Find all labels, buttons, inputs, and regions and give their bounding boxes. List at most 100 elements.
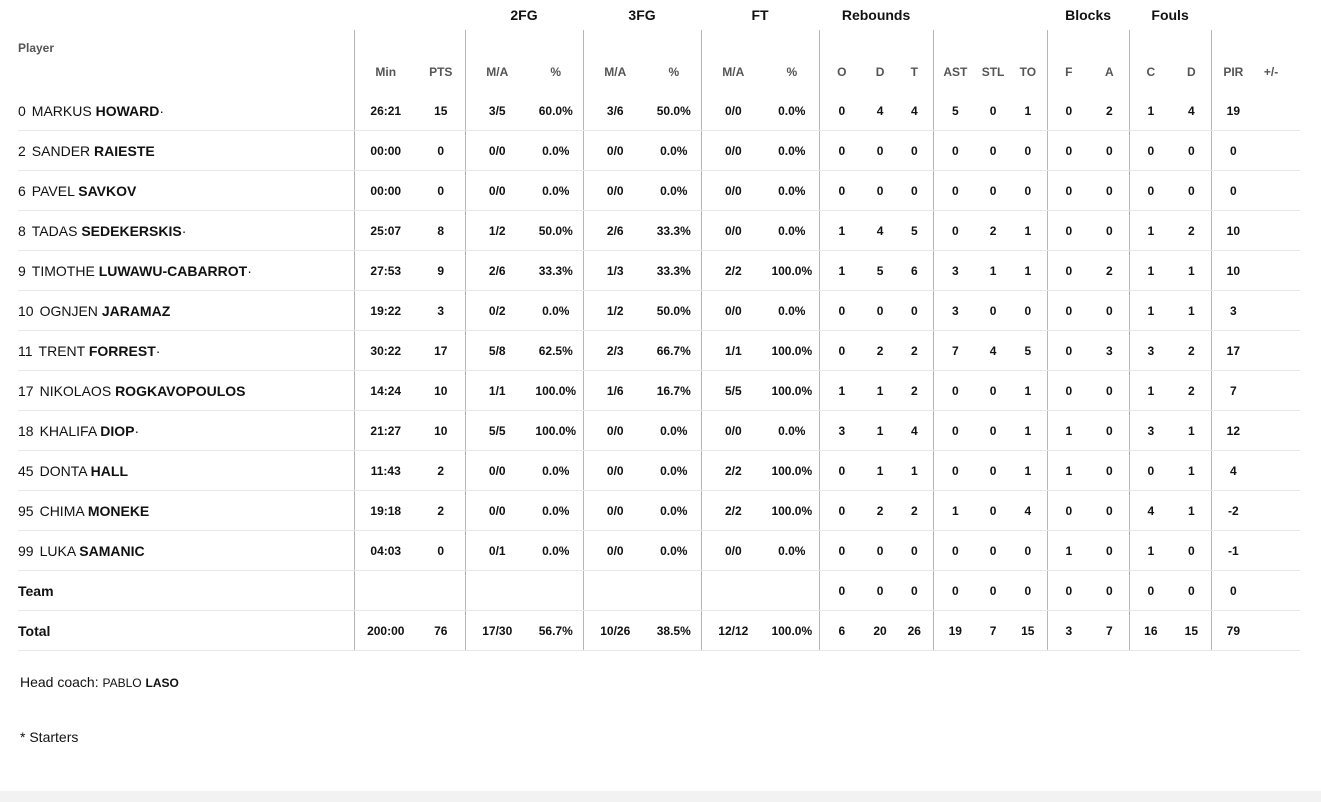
row-spacer [1287, 570, 1301, 611]
player-last-name: FORREST [88, 342, 156, 359]
column-header-plus-minus[interactable]: +/- [1263, 65, 1279, 79]
player-row[interactable]: 8 TADAS SEDEKERSKIS· 25:07 8 1/2 50.0% 2/6 33.3… [18, 210, 1301, 251]
column-header-3fg-pct[interactable]: % [668, 65, 680, 79]
starters-note: * Starters [20, 729, 79, 745]
column-header-stl[interactable]: STL [981, 65, 1005, 79]
player-name-cell[interactable]: 2 SANDER RAIESTE [18, 130, 354, 171]
player-row[interactable]: 2 SANDER RAIESTE 00:00 0 0/0 0.0% 0/0 0.0% 0/0 0.… [18, 130, 1301, 171]
player-name-cell[interactable]: 45 DONTA HALL [18, 450, 354, 491]
player-name-cell[interactable]: 17 NIKOLAOS ROGKAVOPOULOS [18, 370, 354, 411]
blocks-against-cell: 3 [1090, 330, 1130, 371]
column-header-reb-o[interactable]: O [818, 30, 865, 91]
player-row[interactable]: 11 TRENT FORREST· 30:22 17 5/8 62.5% 2/3 66.7% 1… [18, 330, 1301, 371]
off-rebounds-cell: 0 [818, 290, 865, 331]
steals-cell: 0 [977, 130, 1010, 171]
player-name-cell[interactable]: 11 TRENT FORREST· [18, 330, 354, 371]
2fg-made-attempted-cell [464, 570, 529, 611]
player-row[interactable]: 45 DONTA HALL 11:43 2 0/0 0.0% 0/0 0.0% 2/2 100.0… [18, 450, 1301, 491]
column-header-ft-pct[interactable]: % [786, 65, 798, 79]
pts-cell: 17 [417, 330, 465, 371]
assists-cell: 1 [932, 490, 978, 531]
column-header-to[interactable]: TO [1019, 65, 1037, 79]
total-rebounds-cell: 2 [896, 330, 934, 371]
2fg-pct-cell: 62.5% [529, 330, 584, 371]
def-rebounds-cell: 20 [864, 610, 897, 651]
column-header-min[interactable]: Min [353, 30, 417, 91]
def-rebounds-cell: 0 [864, 570, 897, 611]
player-row[interactable]: 95 CHIMA MONEKE 19:18 2 0/0 0.0% 0/0 0.0% 2/2 100… [18, 490, 1301, 531]
player-row[interactable]: 10 OGNJEN JARAMAZ 19:22 3 0/2 0.0% 1/2 50.0% 0/0… [18, 290, 1301, 331]
off-rebounds-cell: 0 [818, 530, 865, 571]
steals-cell: 0 [977, 170, 1010, 211]
player-row[interactable]: 9 TIMOTHE LUWAWU-CABARROT· 27:53 9 2/6 33.3% 1… [18, 250, 1301, 291]
column-header-2fg-pct[interactable]: % [550, 65, 562, 79]
blocks-favor-cell: 0 [1046, 570, 1091, 611]
def-rebounds-cell: 0 [864, 130, 897, 171]
assists-cell: 5 [932, 91, 978, 131]
3fg-pct-cell: 0.0% [647, 170, 702, 211]
player-name-cell[interactable]: 0 MARKUS HOWARD· [18, 91, 354, 131]
player-number: 18 [18, 422, 34, 439]
row-spacer [1287, 370, 1301, 411]
starter-marker: · [159, 102, 165, 119]
2fg-made-attempted-cell: 0/0 [464, 450, 529, 491]
column-header-2fg-ma[interactable]: M/A [464, 30, 529, 91]
player-name-cell[interactable]: 18 KHALIFA DIOP· [18, 410, 354, 451]
off-rebounds-cell: 6 [818, 610, 865, 651]
ft-made-attempted-cell: 0/0 [700, 91, 766, 131]
player-number: 17 [18, 382, 34, 399]
blocks-against-cell: 0 [1090, 130, 1130, 171]
player-name-cell[interactable]: 9 TIMOTHE LUWAWU-CABARROT· [18, 250, 354, 291]
player-last-name: DIOP [100, 422, 135, 439]
column-header-reb-t[interactable]: T [910, 65, 918, 79]
min-cell: 25:07 [353, 210, 417, 251]
fouls-drawn-cell: 1 [1172, 490, 1212, 531]
head-coach: Head coach: PABLO LASO [20, 674, 179, 690]
starter-marker: · [134, 422, 140, 439]
2fg-made-attempted-cell: 0/0 [464, 130, 529, 171]
pts-cell: 2 [417, 490, 465, 531]
off-rebounds-cell: 0 [818, 490, 865, 531]
player-row[interactable]: 0 MARKUS HOWARD· 26:21 15 3/5 60.0% 3/6 50.0% 0/… [18, 91, 1301, 131]
column-header-ast[interactable]: AST [932, 30, 978, 91]
total-rebounds-cell: 2 [896, 370, 934, 411]
ft-pct-cell [765, 570, 820, 611]
steals-cell: 0 [977, 370, 1010, 411]
column-header-spacer [1287, 30, 1300, 91]
column-header-pts[interactable]: PTS [429, 65, 453, 79]
player-row[interactable]: 18 KHALIFA DIOP· 21:27 10 5/5 100.0% 0/0 0.0% 0/… [18, 410, 1301, 451]
3fg-made-attempted-cell: 0/0 [582, 170, 648, 211]
starter-marker: · [181, 222, 187, 239]
blocks-favor-cell: 0 [1046, 290, 1091, 331]
column-header-reb-d[interactable]: D [875, 65, 885, 79]
column-header-blocks-f[interactable]: F [1046, 30, 1091, 91]
group-header-blocks: Blocks [1065, 7, 1112, 23]
column-header-fouls-c[interactable]: C [1128, 30, 1173, 91]
def-rebounds-cell: 2 [864, 490, 897, 531]
player-name-cell[interactable]: 95 CHIMA MONEKE [18, 490, 354, 531]
starter-marker: · [155, 342, 161, 359]
player-row[interactable]: 99 LUKA SAMANIC 04:03 0 0/1 0.0% 0/0 0.0% 0/0 0.0… [18, 530, 1301, 571]
min-cell: 00:00 [353, 170, 417, 211]
column-header-3fg-ma[interactable]: M/A [582, 30, 648, 91]
player-name-cell[interactable]: 8 TADAS SEDEKERSKIS· [18, 210, 354, 251]
player-row[interactable]: 17 NIKOLAOS ROGKAVOPOULOS 14:24 10 1/1 100.0%… [18, 370, 1301, 411]
player-name-cell[interactable]: 99 LUKA SAMANIC [18, 530, 354, 571]
player-last-name: SEDEKERSKIS [81, 222, 182, 239]
def-rebounds-cell: 1 [864, 410, 897, 451]
total-row-label: Total [18, 622, 51, 639]
pts-cell: 10 [417, 410, 465, 451]
turnovers-cell: 0 [1009, 170, 1048, 211]
player-name-cell[interactable]: 10 OGNJEN JARAMAZ [18, 290, 354, 331]
column-header-blocks-a[interactable]: A [1104, 65, 1114, 79]
pts-cell: 2 [417, 450, 465, 491]
column-header-ft-ma[interactable]: M/A [700, 30, 766, 91]
player-row[interactable]: 6 PAVEL SAVKOV 00:00 0 0/0 0.0% 0/0 0.0% 0/0 0.0%… [18, 170, 1301, 211]
column-header-pir[interactable]: PIR [1210, 30, 1256, 91]
column-header-fouls-d[interactable]: D [1186, 65, 1196, 79]
min-cell [353, 570, 417, 611]
player-name-cell[interactable]: 6 PAVEL SAVKOV [18, 170, 354, 211]
row-spacer [1287, 450, 1301, 491]
column-header-player[interactable]: Player [18, 41, 55, 55]
pts-cell: 76 [417, 610, 465, 651]
